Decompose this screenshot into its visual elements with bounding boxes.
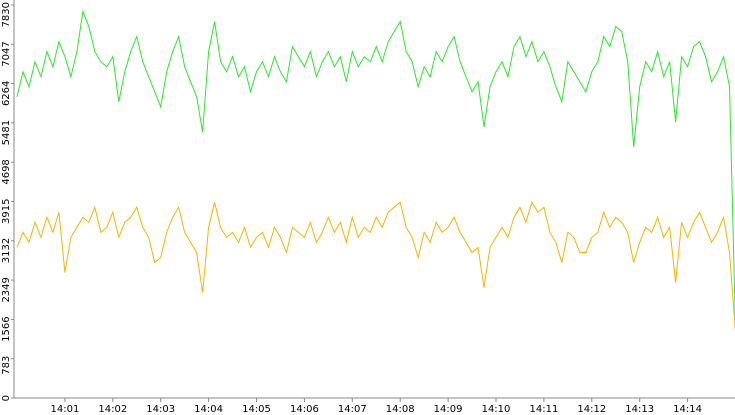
- y-tick-label: 1566: [1, 316, 12, 341]
- x-tick-label: 14:06: [290, 404, 319, 415]
- y-tick-label: 3132: [1, 238, 12, 263]
- x-tick-label: 14:03: [146, 404, 175, 415]
- y-tick-label: 4698: [1, 159, 12, 184]
- x-tick-label: 14:08: [386, 404, 415, 415]
- y-tick-label: 7047: [1, 41, 12, 66]
- y-tick-label: 3915: [1, 199, 12, 224]
- y-tick-label: 0: [1, 395, 12, 401]
- y-tick-label: 5481: [1, 120, 12, 145]
- x-tick-label: 14:02: [98, 404, 127, 415]
- data-line: [16, 201, 735, 333]
- x-tick-label: 14:07: [338, 404, 367, 415]
- y-tick-label: 7830: [1, 2, 12, 27]
- x-tick-label: 14:12: [577, 404, 606, 415]
- y-tick-label: 783: [1, 356, 12, 375]
- y-tick-label: 2349: [1, 277, 12, 302]
- x-tick-label: 14:14: [673, 404, 702, 415]
- x-tick-label: 14:09: [434, 404, 463, 415]
- y-tick-label: 6264: [1, 81, 12, 106]
- x-tick-label: 14:11: [529, 404, 558, 415]
- x-tick-label: 14:04: [194, 404, 223, 415]
- data-line: [16, 9, 735, 328]
- x-tick-label: 14:01: [50, 404, 79, 415]
- x-tick-label: 14:13: [625, 404, 654, 415]
- x-tick-label: 14:10: [482, 404, 511, 415]
- x-tick-label: 14:05: [242, 404, 271, 415]
